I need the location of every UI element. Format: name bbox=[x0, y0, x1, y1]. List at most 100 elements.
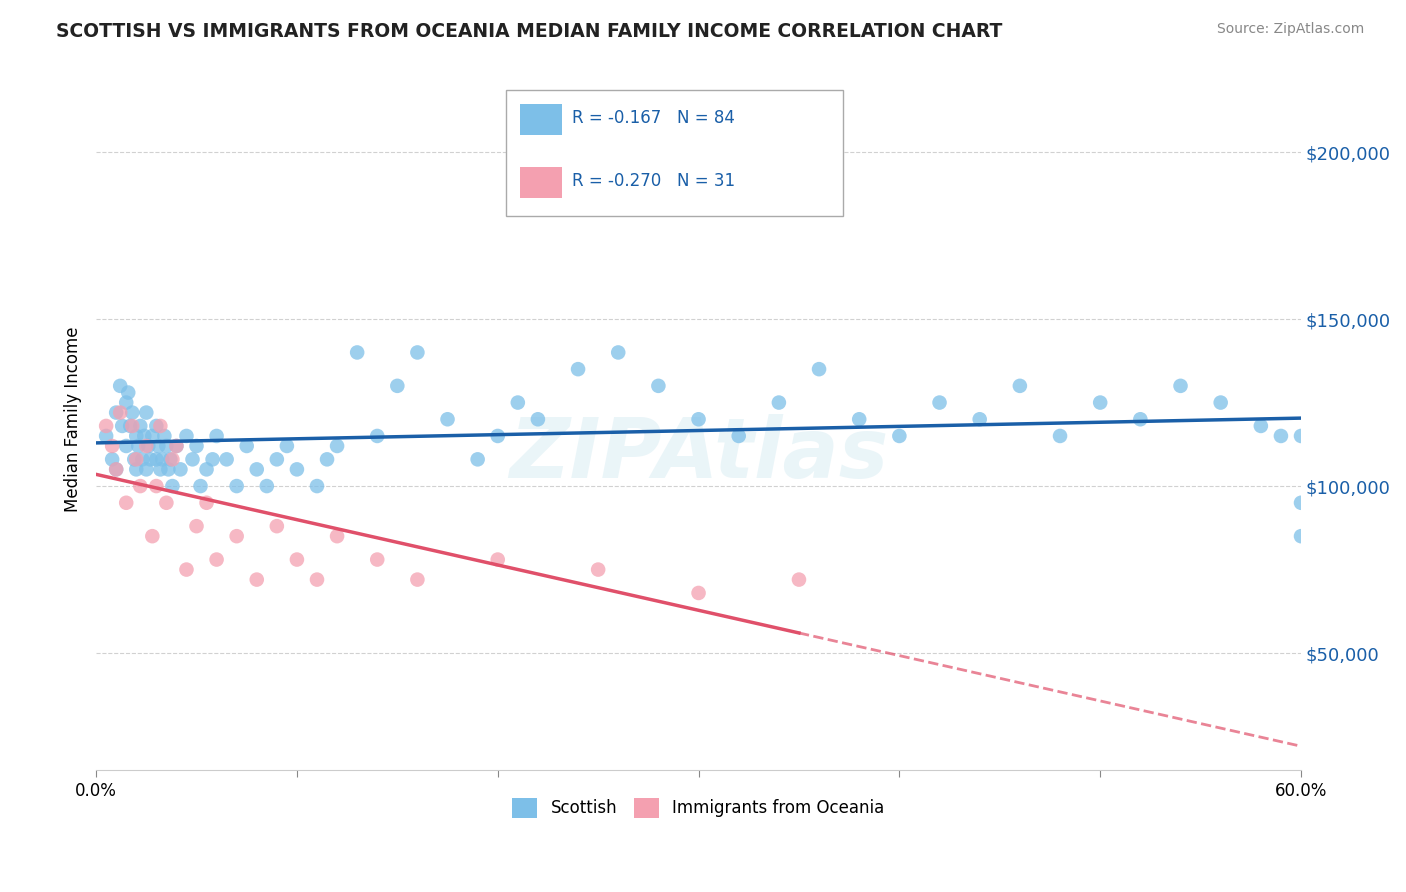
Point bbox=[607, 345, 630, 359]
Point bbox=[235, 439, 257, 453]
Point bbox=[1088, 395, 1111, 409]
Point bbox=[436, 412, 458, 426]
Point bbox=[246, 462, 269, 476]
Point bbox=[195, 496, 218, 510]
Point bbox=[181, 452, 204, 467]
Point bbox=[190, 479, 212, 493]
Point bbox=[165, 439, 187, 453]
Point bbox=[647, 379, 669, 393]
Point bbox=[155, 439, 177, 453]
Point bbox=[115, 395, 138, 409]
Y-axis label: Median Family Income: Median Family Income bbox=[65, 326, 82, 512]
Point bbox=[768, 395, 790, 409]
Point bbox=[101, 439, 124, 453]
Point bbox=[162, 479, 184, 493]
Point bbox=[125, 429, 148, 443]
Point bbox=[169, 462, 191, 476]
Point bbox=[159, 452, 181, 467]
Text: ZIPAtlas: ZIPAtlas bbox=[509, 414, 889, 495]
Point bbox=[928, 395, 950, 409]
Point bbox=[117, 385, 139, 400]
Text: R = -0.270   N = 31: R = -0.270 N = 31 bbox=[572, 172, 735, 190]
Point bbox=[149, 462, 172, 476]
Point bbox=[688, 412, 710, 426]
Point bbox=[305, 573, 328, 587]
Point bbox=[139, 452, 162, 467]
Point bbox=[467, 452, 489, 467]
Point bbox=[148, 439, 170, 453]
Text: R = -0.167   N = 84: R = -0.167 N = 84 bbox=[572, 109, 735, 127]
Point bbox=[125, 462, 148, 476]
Point bbox=[105, 406, 128, 420]
Point bbox=[406, 345, 429, 359]
Point bbox=[153, 429, 176, 443]
Point bbox=[889, 429, 911, 443]
Point bbox=[162, 452, 184, 467]
Point bbox=[1270, 429, 1292, 443]
Point bbox=[305, 479, 328, 493]
Point bbox=[135, 462, 157, 476]
Point bbox=[135, 406, 157, 420]
Point bbox=[129, 419, 152, 434]
Point bbox=[121, 406, 143, 420]
Point bbox=[727, 429, 749, 443]
FancyBboxPatch shape bbox=[520, 103, 562, 136]
Point bbox=[127, 439, 149, 453]
Point bbox=[1170, 379, 1192, 393]
Point bbox=[225, 479, 247, 493]
Point bbox=[316, 452, 339, 467]
Point bbox=[136, 439, 159, 453]
Point bbox=[122, 452, 145, 467]
Point bbox=[94, 419, 117, 434]
Point bbox=[145, 452, 167, 467]
Point bbox=[165, 439, 187, 453]
Point bbox=[205, 552, 228, 566]
Point bbox=[205, 429, 228, 443]
Point bbox=[101, 452, 124, 467]
Point bbox=[567, 362, 589, 376]
Point bbox=[506, 395, 529, 409]
Point bbox=[105, 462, 128, 476]
Point bbox=[285, 462, 308, 476]
Point bbox=[326, 439, 349, 453]
Point bbox=[486, 429, 509, 443]
Point bbox=[176, 563, 198, 577]
Point bbox=[527, 412, 550, 426]
Point bbox=[256, 479, 278, 493]
Point bbox=[201, 452, 224, 467]
Point bbox=[787, 573, 810, 587]
Point bbox=[186, 439, 208, 453]
Point bbox=[1289, 529, 1312, 543]
Point bbox=[1289, 429, 1312, 443]
Point bbox=[131, 452, 153, 467]
Point bbox=[125, 452, 148, 467]
Point bbox=[285, 552, 308, 566]
Text: Source: ZipAtlas.com: Source: ZipAtlas.com bbox=[1216, 22, 1364, 37]
Point bbox=[195, 462, 218, 476]
Point bbox=[120, 419, 142, 434]
Point bbox=[115, 496, 138, 510]
Point bbox=[366, 552, 388, 566]
Point bbox=[115, 439, 138, 453]
Point bbox=[1129, 412, 1152, 426]
Point bbox=[135, 439, 157, 453]
Point bbox=[486, 552, 509, 566]
Point bbox=[586, 563, 609, 577]
FancyBboxPatch shape bbox=[520, 167, 562, 198]
Point bbox=[150, 452, 173, 467]
Point bbox=[121, 419, 143, 434]
Point bbox=[1289, 496, 1312, 510]
Point bbox=[145, 419, 167, 434]
Point bbox=[157, 462, 180, 476]
Point bbox=[266, 519, 288, 533]
Point bbox=[1049, 429, 1071, 443]
Point bbox=[111, 419, 134, 434]
Point bbox=[108, 379, 131, 393]
Point bbox=[266, 452, 288, 467]
Point bbox=[969, 412, 991, 426]
Point bbox=[1209, 395, 1232, 409]
Point bbox=[688, 586, 710, 600]
Point bbox=[366, 429, 388, 443]
Point bbox=[326, 529, 349, 543]
Legend: Scottish, Immigrants from Oceania: Scottish, Immigrants from Oceania bbox=[506, 791, 891, 825]
